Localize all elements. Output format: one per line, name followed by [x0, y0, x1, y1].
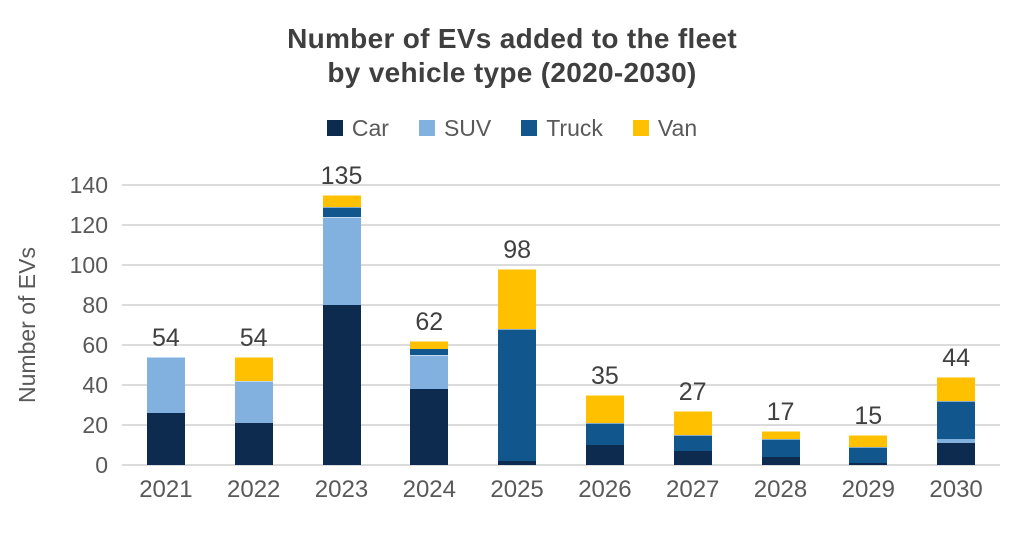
- x-axis-tick-label: 2022: [227, 476, 281, 503]
- bar-total-label: 17: [766, 398, 795, 426]
- legend: Car SUV Truck Van: [0, 112, 1024, 144]
- bar-total-label: 62: [415, 308, 444, 336]
- legend-label-suv: SUV: [443, 114, 492, 141]
- gridline: [122, 424, 1000, 426]
- legend-label-van: Van: [657, 114, 698, 141]
- bar-segment-2023-suv: [322, 217, 361, 305]
- y-axis-tick-label: 20: [82, 412, 108, 438]
- legend-item-truck: Truck: [521, 115, 603, 142]
- gridline: [122, 184, 1000, 186]
- y-axis-tick-label: 100: [69, 252, 108, 278]
- bar-segment-2030-truck: [937, 401, 976, 439]
- y-axis-tick-label: 80: [82, 292, 108, 318]
- gridline: [122, 224, 1000, 226]
- bar-segment-2024-van: [410, 341, 449, 349]
- legend-swatch-car: [326, 120, 343, 136]
- bar-segment-2030-van: [937, 377, 976, 401]
- gridline: [122, 384, 1000, 386]
- x-axis-tick-label: 2024: [402, 476, 456, 503]
- bar-segment-2022-van: [234, 357, 273, 381]
- bar-segment-2028-truck: [761, 439, 800, 457]
- bar-segment-2029-car: [849, 463, 888, 465]
- x-axis-tick-label: 2025: [490, 476, 544, 503]
- bar-total-label: 35: [590, 362, 619, 390]
- bar-segment-2026-truck: [585, 423, 624, 445]
- x-axis-tick-label: 2021: [139, 476, 193, 503]
- bar-segment-2024-car: [410, 389, 449, 465]
- bar-segment-2029-van: [849, 435, 888, 447]
- x-axis-tick-label: 2023: [314, 476, 369, 503]
- bar-total-label: 44: [942, 344, 970, 372]
- bar-segment-2030-suv: [937, 439, 976, 443]
- x-axis-tick-label: 2029: [841, 476, 895, 503]
- bar-segment-2021-car: [146, 413, 185, 465]
- y-axis-tick-label: 120: [69, 212, 108, 238]
- bar-segment-2027-car: [673, 451, 712, 465]
- gridline: [122, 304, 1000, 306]
- bar-segment-2022-suv: [234, 381, 273, 423]
- legend-swatch-suv: [418, 120, 435, 136]
- bar-segment-2027-truck: [673, 435, 712, 451]
- bar-segment-2023-car: [322, 305, 361, 465]
- bar-segment-2028-van: [761, 431, 800, 439]
- legend-item-car: Car: [326, 114, 389, 142]
- legend-item-suv: SUV: [418, 114, 492, 142]
- x-axis-tick-label: 2026: [578, 476, 632, 503]
- bar-total-label: 135: [320, 162, 363, 190]
- bar-segment-2028-car: [761, 457, 800, 465]
- bar-segment-2024-truck: [410, 349, 449, 355]
- bar-segment-2024-suv: [410, 355, 449, 389]
- gridline: [122, 464, 1000, 466]
- legend-swatch-truck: [521, 120, 538, 136]
- x-axis-tick-label: 2030: [929, 476, 983, 503]
- x-axis-tick-label: 2027: [666, 476, 720, 503]
- bar-segment-2025-van: [498, 269, 537, 329]
- bar-total-label: 54: [239, 324, 268, 352]
- y-axis-tick-label: 40: [82, 372, 108, 398]
- bar-segment-2030-car: [937, 443, 976, 465]
- bar-segment-2022-car: [234, 423, 273, 465]
- gridline: [122, 264, 1000, 266]
- bar-segment-2026-van: [585, 395, 624, 423]
- bar-segment-2025-car: [498, 461, 537, 465]
- chart-title: Number of EVs added to the fleet by vehi…: [0, 22, 1024, 90]
- y-axis-tick-label: 140: [69, 172, 108, 198]
- x-axis-tick-label: 2028: [753, 476, 808, 503]
- legend-label-car: Car: [351, 114, 389, 141]
- chart-title-line1: Number of EVs added to the fleet: [287, 23, 737, 54]
- legend-item-van: Van: [632, 114, 698, 142]
- bar-total-label: 98: [503, 236, 531, 264]
- bar-segment-2021-suv: [146, 357, 185, 413]
- bar-segment-2023-truck: [322, 207, 361, 217]
- y-axis-tick-label: 60: [82, 332, 108, 358]
- bar-segment-2023-van: [322, 195, 361, 207]
- legend-label-truck: Truck: [546, 114, 603, 141]
- bar-segment-2026-car: [585, 445, 624, 465]
- bar-segment-2027-van: [673, 411, 712, 435]
- y-axis-tick-label: 0: [95, 452, 108, 478]
- gridline: [122, 344, 1000, 346]
- chart-title-line2: by vehicle type (2020-2030): [327, 57, 697, 89]
- y-axis-label: Number of EVs: [14, 247, 40, 403]
- bar-total-label: 54: [151, 324, 180, 352]
- bar-total-label: 15: [854, 402, 883, 430]
- bar-total-label: 27: [678, 378, 707, 406]
- bar-segment-2029-truck: [849, 447, 888, 463]
- legend-swatch-van: [632, 120, 649, 136]
- bar-segment-2025-truck: [498, 329, 537, 461]
